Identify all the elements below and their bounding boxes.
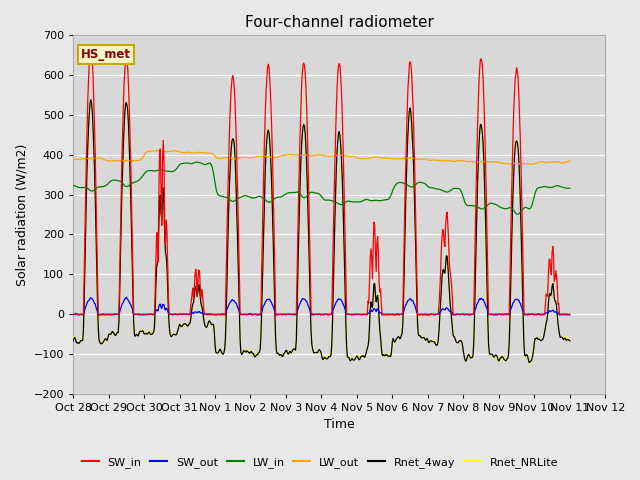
- SW_in: [472, 233, 479, 239]
- SW_out: [211, 312, 218, 318]
- LW_in: [566, 185, 573, 191]
- Line: LW_in: LW_in: [73, 162, 570, 214]
- Rnet_NRLite: [566, 337, 573, 343]
- LW_out: [408, 155, 416, 161]
- Line: Rnet_NRLite: Rnet_NRLite: [73, 100, 570, 363]
- LW_in: [69, 182, 77, 188]
- LW_out: [69, 156, 77, 162]
- SW_out: [122, 294, 130, 300]
- Line: Rnet_4way: Rnet_4way: [73, 100, 570, 362]
- Line: SW_in: SW_in: [73, 49, 570, 314]
- Rnet_NRLite: [472, 282, 479, 288]
- Rnet_4way: [210, 322, 218, 327]
- SW_in: [342, 276, 349, 281]
- X-axis label: Time: Time: [324, 419, 355, 432]
- Line: LW_out: LW_out: [73, 151, 570, 164]
- Rnet_4way: [525, 360, 533, 365]
- Text: HS_met: HS_met: [81, 48, 131, 61]
- SW_out: [360, 312, 367, 317]
- SW_in: [359, 311, 367, 317]
- LW_in: [92, 186, 100, 192]
- Rnet_NRLite: [93, 265, 100, 271]
- SW_out: [343, 311, 351, 317]
- SW_out: [472, 305, 480, 311]
- Rnet_4way: [359, 353, 367, 359]
- LW_out: [152, 148, 160, 154]
- Rnet_4way: [472, 281, 479, 287]
- Title: Four-channel radiometer: Four-channel radiometer: [244, 15, 434, 30]
- Rnet_NRLite: [525, 360, 533, 366]
- LW_in: [408, 184, 416, 190]
- LW_out: [92, 156, 100, 161]
- SW_in: [566, 311, 573, 317]
- LW_out: [566, 158, 573, 164]
- LW_out: [472, 159, 479, 165]
- SW_in: [87, 47, 95, 52]
- LW_out: [359, 156, 367, 161]
- SW_out: [566, 312, 573, 318]
- LW_in: [193, 159, 200, 165]
- Rnet_NRLite: [69, 336, 77, 341]
- SW_in: [210, 311, 218, 317]
- Rnet_NRLite: [342, 320, 349, 326]
- Rnet_NRLite: [359, 353, 367, 359]
- Rnet_4way: [87, 97, 95, 103]
- Rnet_4way: [93, 264, 100, 270]
- SW_out: [409, 299, 417, 304]
- LW_in: [472, 204, 479, 209]
- Line: SW_out: SW_out: [73, 297, 570, 315]
- SW_in: [93, 229, 100, 235]
- LW_out: [210, 152, 218, 157]
- Rnet_NRLite: [408, 135, 416, 141]
- LW_in: [513, 211, 521, 217]
- Rnet_4way: [408, 134, 416, 140]
- LW_out: [528, 161, 536, 167]
- SW_in: [69, 311, 77, 317]
- Rnet_4way: [69, 338, 77, 344]
- Rnet_NRLite: [210, 322, 218, 327]
- LW_out: [342, 153, 349, 159]
- Legend: SW_in, SW_out, LW_in, LW_out, Rnet_4way, Rnet_NRLite: SW_in, SW_out, LW_in, LW_out, Rnet_4way,…: [77, 452, 563, 472]
- SW_out: [93, 307, 100, 312]
- Rnet_4way: [342, 320, 349, 326]
- SW_out: [69, 312, 77, 318]
- Rnet_NRLite: [87, 97, 95, 103]
- LW_in: [210, 171, 218, 177]
- Y-axis label: Solar radiation (W/m2): Solar radiation (W/m2): [15, 144, 28, 286]
- SW_in: [408, 87, 416, 93]
- SW_out: [74, 312, 81, 318]
- LW_in: [342, 199, 349, 205]
- LW_in: [359, 198, 367, 204]
- Rnet_4way: [566, 338, 573, 344]
